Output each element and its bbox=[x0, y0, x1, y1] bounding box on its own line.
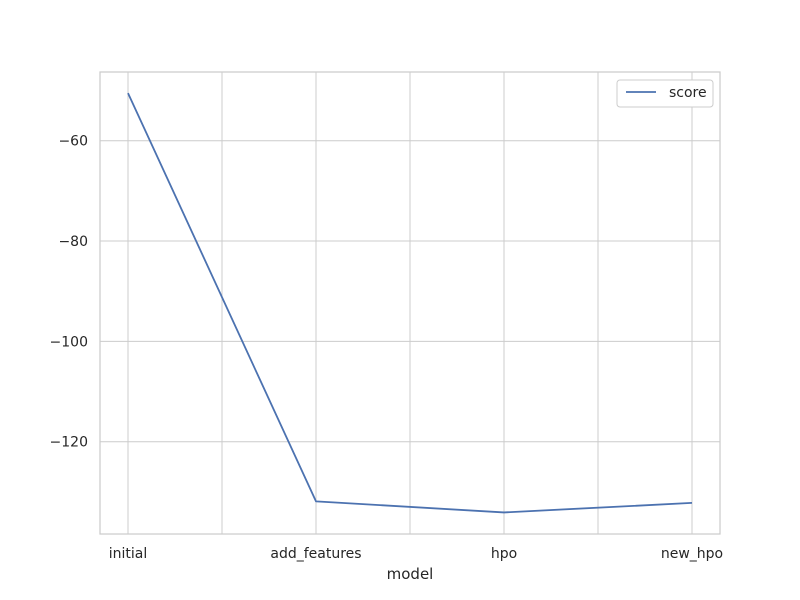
series-lines bbox=[127, 92, 693, 514]
plot-frame bbox=[99, 71, 721, 535]
y-tick-label: −120 bbox=[50, 435, 88, 451]
series-line-score bbox=[127, 92, 693, 514]
x-tick-label: new_hpo bbox=[661, 546, 723, 562]
x-tick-label: initial bbox=[109, 546, 148, 562]
x-tick-labels: initial add_features hpo new_hpo bbox=[109, 546, 723, 562]
y-tick-label: −100 bbox=[50, 334, 88, 350]
grid-lines bbox=[100, 72, 720, 534]
legend: score bbox=[616, 79, 714, 108]
x-tick-label: add_features bbox=[270, 546, 361, 562]
y-tick-label: −60 bbox=[58, 134, 88, 150]
legend-box bbox=[616, 79, 714, 108]
x-axis-label: model bbox=[387, 565, 434, 583]
legend-label-score: score bbox=[669, 85, 707, 101]
y-tick-label: −80 bbox=[58, 234, 88, 250]
x-tick-label: hpo bbox=[491, 546, 517, 562]
y-tick-labels: −120 −100 −80 −60 bbox=[50, 134, 88, 451]
